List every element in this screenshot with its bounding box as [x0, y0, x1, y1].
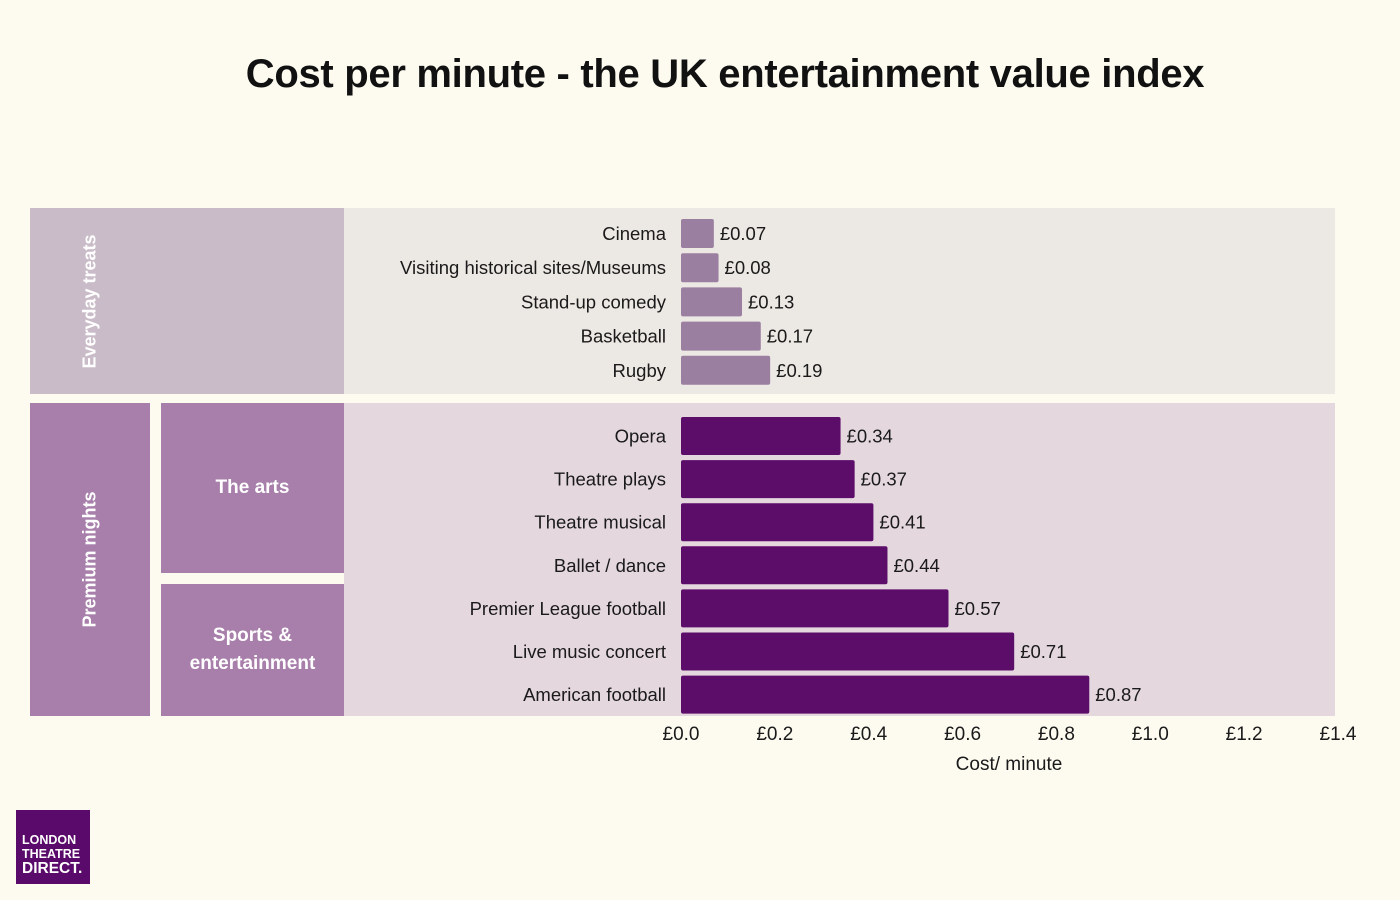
logo-line2: THEATRE [22, 846, 81, 861]
group-everyday-treats: Everyday treats [30, 208, 344, 394]
category-label: Ballet / dance [554, 555, 666, 576]
bar [681, 219, 714, 248]
category-label: Theatre plays [554, 469, 666, 490]
value-label: £0.57 [954, 598, 1000, 619]
value-label: £0.87 [1095, 684, 1141, 705]
bar [681, 460, 855, 499]
x-axis-title: Cost/ minute [956, 754, 1063, 775]
bar [681, 589, 949, 628]
x-tick-label: £1.0 [1132, 724, 1169, 745]
x-tick-label: £1.2 [1226, 724, 1263, 745]
x-tick-label: £0.4 [850, 724, 887, 745]
group-premium-nights: Premium nights [30, 403, 150, 716]
category-label: Premier League football [470, 598, 666, 619]
bar [681, 253, 719, 283]
subgroup-label-sports: Sports & entertainment [190, 622, 316, 678]
x-tick-label: £0.0 [663, 724, 700, 745]
category-label: Stand-up comedy [521, 291, 667, 312]
value-label: £0.34 [847, 426, 893, 447]
x-tick-label: £1.4 [1320, 724, 1357, 745]
value-label: £0.08 [725, 257, 771, 278]
x-tick-label: £0.8 [1038, 724, 1075, 745]
value-label: £0.19 [776, 360, 822, 381]
subgroup-sports-entertainment: Sports & entertainment [161, 584, 344, 716]
value-label: £0.37 [861, 469, 907, 490]
subgroup-label-arts: The arts [215, 477, 290, 498]
category-label: Live music concert [513, 641, 666, 662]
value-label: £0.71 [1020, 641, 1066, 662]
chart-title: Cost per minute - the UK entertainment v… [245, 52, 1205, 96]
subgroup-the-arts: The arts [161, 403, 344, 573]
bar [681, 287, 743, 317]
category-label: Visiting historical sites/Museums [400, 257, 666, 278]
subgroup-label-sports-line1: Sports & [212, 625, 293, 646]
everyday-panel [344, 208, 1335, 394]
bar [681, 503, 874, 542]
value-label: £0.07 [720, 223, 766, 244]
x-tick-label: £0.2 [756, 724, 793, 745]
bar [681, 632, 1015, 671]
bar [681, 355, 771, 385]
value-label: £0.41 [879, 512, 925, 533]
value-label: £0.17 [767, 326, 813, 347]
category-label: Opera [615, 426, 667, 447]
category-label: Basketball [581, 326, 666, 347]
subgroup-label-sports-line2: entertainment [189, 653, 316, 674]
bar [681, 321, 761, 351]
logo-line1: LONDON [22, 833, 77, 847]
x-tick-label: £0.6 [944, 724, 981, 745]
bar [681, 417, 841, 455]
category-label: Cinema [602, 223, 666, 244]
category-label: Theatre musical [534, 512, 666, 533]
category-label: Rugby [613, 360, 667, 381]
logo-line3: DIRECT. [22, 860, 83, 877]
category-label: American football [523, 684, 666, 705]
value-label: £0.13 [748, 291, 794, 312]
london-theatre-direct-logo: LONDON THEATRE DIRECT. [16, 810, 90, 884]
bar [681, 546, 888, 585]
value-label: £0.44 [893, 555, 939, 576]
bar [681, 675, 1090, 714]
